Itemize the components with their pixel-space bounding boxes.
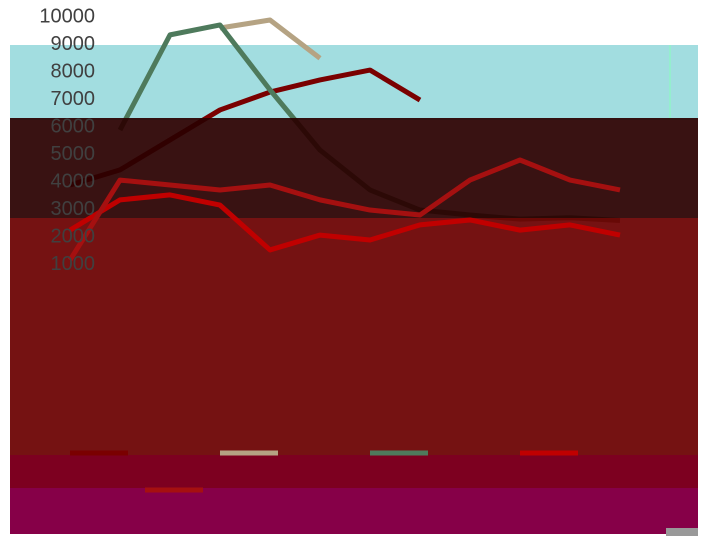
front-lines xyxy=(67,157,621,262)
glitch-band xyxy=(10,218,698,458)
y-tick-label: 8000 xyxy=(51,60,96,82)
series-line xyxy=(67,157,621,262)
glitch-band xyxy=(10,488,698,534)
series-line xyxy=(219,17,322,61)
y-tick-label: 3000 xyxy=(51,198,96,220)
glitch-band xyxy=(10,45,698,120)
y-tick-label: 2000 xyxy=(51,225,96,247)
y-tick-label: 4000 xyxy=(51,170,96,192)
y-tick-label: 1000 xyxy=(51,253,96,275)
y-tick-label: 7000 xyxy=(51,88,96,110)
y-tick-label: 6000 xyxy=(51,115,96,137)
y-tick-label: 10000 xyxy=(39,5,95,27)
glitch-band xyxy=(10,455,698,490)
glitch-corner xyxy=(666,528,698,536)
series-line xyxy=(68,192,621,253)
legend xyxy=(70,450,578,493)
y-tick-label: 9000 xyxy=(51,33,96,55)
y-tick-label: 5000 xyxy=(51,143,96,165)
